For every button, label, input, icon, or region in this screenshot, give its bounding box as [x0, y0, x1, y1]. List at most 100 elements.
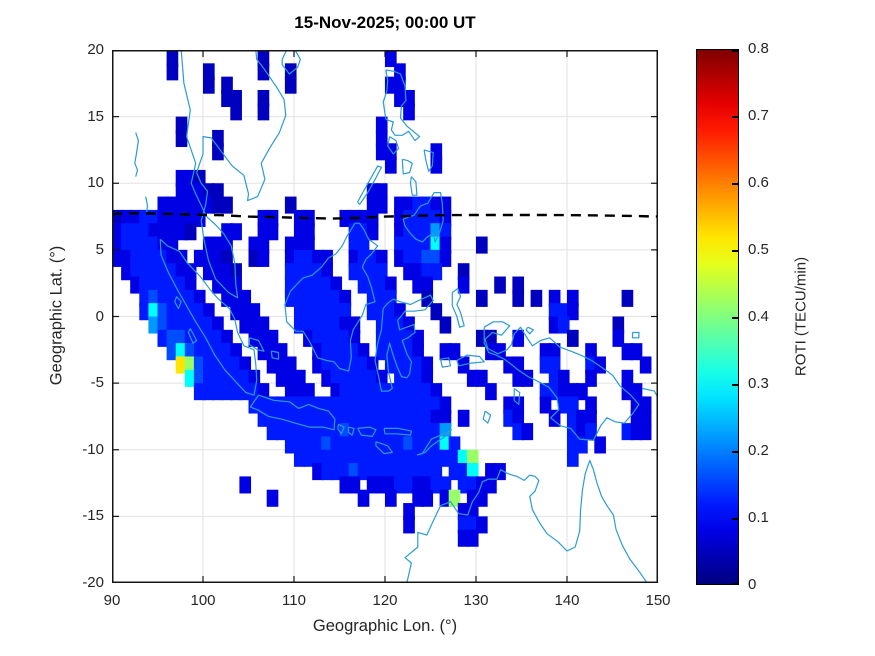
heatmap-cell	[439, 489, 452, 507]
heatmap-cell	[321, 316, 333, 334]
heatmap-cell	[348, 249, 361, 267]
heatmap-cell	[184, 183, 197, 201]
x-tick-label: 130	[463, 592, 489, 609]
heatmap-cell	[375, 143, 388, 161]
heatmap-cell	[412, 236, 424, 254]
heatmap-cell	[439, 316, 452, 334]
heatmap-cell	[157, 276, 170, 294]
heatmap-cell	[166, 303, 179, 321]
heatmap-cell	[430, 236, 443, 254]
heatmap-cell	[303, 249, 315, 267]
new_guinea-coastline	[483, 321, 640, 441]
heatmap-cell	[421, 209, 434, 227]
y-tick-label: 5	[95, 240, 104, 258]
heatmap-cell	[257, 50, 270, 68]
heatmap-cell	[184, 223, 197, 241]
heatmap-cell	[303, 329, 315, 347]
heatmap-cell	[466, 489, 479, 507]
heatmap-cell	[339, 369, 352, 387]
heatmap-cell	[193, 196, 206, 214]
colorbar-tick	[732, 116, 738, 118]
colorbar-tick-label: 0.5	[748, 241, 769, 258]
heatmap-cell	[403, 396, 415, 414]
heatmap-cell	[366, 223, 379, 241]
heatmap-cell	[576, 409, 588, 427]
heatmap-cell	[230, 263, 242, 281]
heatmap-cell	[430, 249, 443, 267]
heatmap-cell	[412, 343, 424, 361]
karkar-coastline	[631, 331, 640, 339]
heatmap-cell	[621, 289, 634, 307]
x-tick-label: 140	[554, 592, 580, 609]
heatmap-cell	[375, 463, 388, 481]
heatmap-cell	[357, 449, 370, 467]
heatmap-cell	[321, 276, 333, 294]
y-tick-label: 15	[87, 107, 104, 125]
heatmap-cell	[275, 356, 288, 374]
heatmap-cell	[439, 449, 452, 467]
colorbar-tick	[732, 183, 738, 185]
heatmap-cell	[512, 356, 525, 374]
heatmap-cell	[284, 436, 297, 454]
heatmap-cell	[567, 289, 579, 307]
heatmap-cell	[212, 236, 224, 254]
heatmap-cell	[257, 89, 270, 108]
heatmap-cell	[257, 343, 270, 361]
heatmap-cell	[412, 276, 424, 294]
heatmap-cell	[403, 196, 415, 214]
heatmap-cell	[184, 316, 197, 334]
heatmap-cell	[375, 409, 388, 427]
heatmap-cell	[366, 423, 379, 441]
heatmap-cell	[375, 396, 388, 414]
heatmap-cell	[294, 303, 306, 321]
heatmap-cell	[375, 343, 388, 361]
heatmap-cell	[403, 369, 415, 387]
heatmap-cell	[394, 89, 406, 108]
heatmap-cell	[366, 263, 379, 281]
heatmap-cell	[567, 329, 579, 347]
heatmap-cell	[466, 503, 479, 521]
heatmap-cell	[385, 76, 397, 94]
tanimbar-coastline	[482, 410, 492, 424]
heatmap-cell	[385, 489, 397, 507]
heatmap-cell	[476, 329, 488, 347]
heatmap-cell	[476, 489, 488, 507]
heatmap-cell	[457, 529, 470, 547]
heatmap-cell	[366, 209, 379, 227]
heatmap-cell	[375, 196, 388, 214]
heatmap-cell	[394, 369, 406, 387]
heatmap-cell	[421, 223, 434, 241]
heatmap-cell	[121, 223, 133, 241]
heatmap-cell	[403, 383, 415, 401]
heatmap-cell	[221, 263, 233, 281]
heatmap-cell	[394, 223, 406, 241]
heatmap-cell	[503, 409, 515, 427]
heatmap-cell	[612, 329, 625, 347]
heatmap-cell	[521, 423, 534, 441]
heatmap-cell	[193, 289, 206, 307]
heatmap-cell	[221, 249, 233, 267]
heatmap-cell	[348, 236, 361, 254]
heatmap-cell	[385, 329, 397, 347]
heatmap-cell	[348, 356, 361, 374]
heatmap-cell	[303, 236, 315, 254]
heatmap-cell	[321, 369, 333, 387]
heatmap-cell	[275, 396, 288, 414]
heatmap-cell	[284, 369, 297, 387]
heatmap-cell	[403, 503, 415, 521]
heatmap-cell	[294, 223, 306, 241]
heatmap-cell	[321, 423, 333, 441]
y-tick-label: -15	[82, 507, 104, 525]
heatmap-cell	[366, 396, 379, 414]
heatmap-cell	[512, 329, 525, 347]
heatmap-cell	[439, 343, 452, 361]
heatmap-cell	[148, 316, 161, 334]
heatmap-cell	[403, 423, 415, 441]
colorbar-tick	[732, 384, 738, 386]
heatmap-cell	[330, 396, 343, 414]
heatmap-cell	[621, 343, 634, 361]
heatmap-cell	[357, 383, 370, 401]
colorbar-tick-label: 0.2	[748, 442, 769, 459]
heatmap-cell	[184, 169, 197, 187]
aru-coastline	[513, 388, 521, 405]
